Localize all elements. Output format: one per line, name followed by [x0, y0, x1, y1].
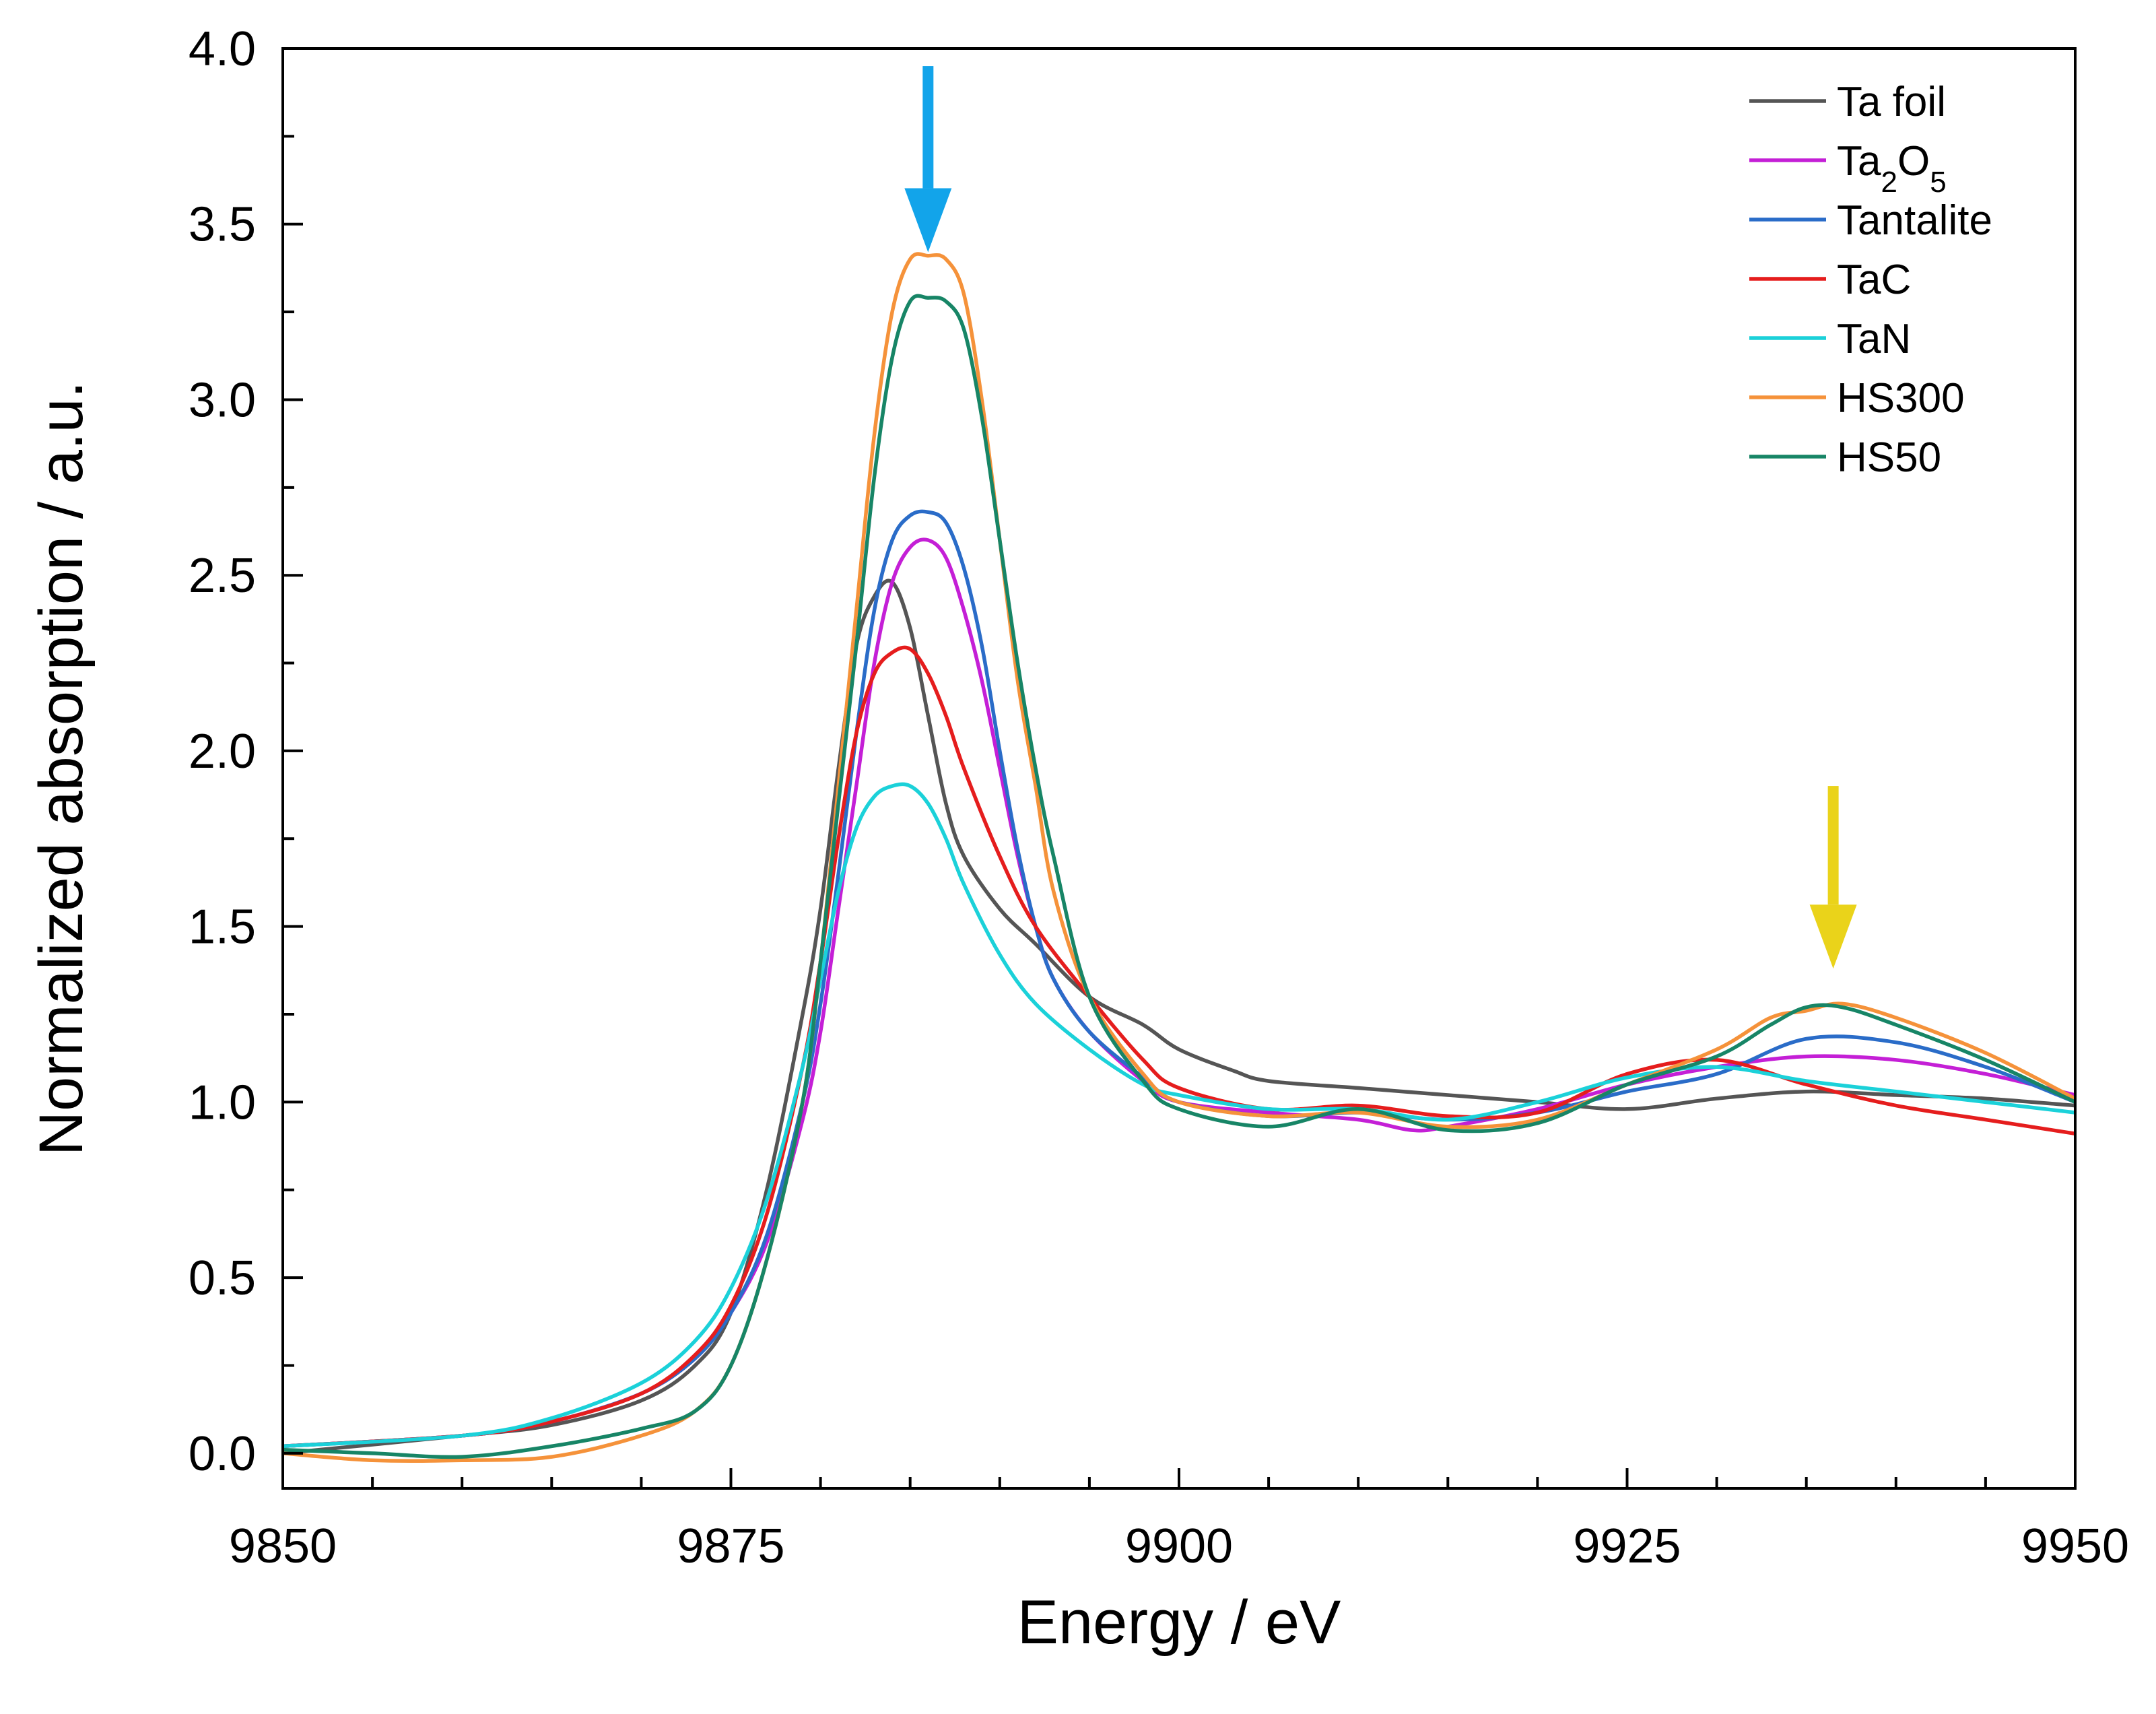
legend-label-ta2o5: Ta2O5: [1837, 138, 1947, 199]
series-line-tac: [283, 645, 2075, 1449]
legend-label-tantalite: Tantalite: [1837, 197, 1992, 244]
x-axis-title: Energy / eV: [1017, 1588, 1341, 1657]
y-tick-label: 0.0: [189, 1427, 256, 1481]
y-tick-label: 2.5: [189, 549, 256, 603]
y-tick-label: 3.5: [189, 198, 256, 252]
legend-label-hs300: HS300: [1837, 375, 1965, 422]
x-tick-label: 9900: [1125, 1519, 1233, 1573]
x-tick-label: 9850: [229, 1519, 337, 1573]
legend-label-tan: TaN: [1837, 316, 1911, 362]
annotation-arrow-head: [904, 188, 952, 253]
series-layer: [283, 252, 2075, 1463]
annotation-arrow-head: [1809, 904, 1857, 969]
annotation-layer: [904, 66, 1857, 969]
axes-layer: 9850 9875 9900 9925 9950 0.0 0.5 1.0 1.5 2.0 2.5 3.…: [189, 22, 2129, 1573]
annotation-arrow-shaft: [922, 66, 934, 189]
x-tick-label: 9950: [2021, 1519, 2129, 1573]
series-line-tan: [283, 782, 2075, 1449]
y-tick-label: 1.5: [189, 900, 256, 954]
legend-label-tac: TaC: [1837, 257, 1911, 303]
legend-label-ta-foil: Ta foil: [1837, 79, 1946, 125]
y-tick-label: 2.0: [189, 725, 256, 779]
y-tick-label: 1.0: [189, 1076, 256, 1129]
series-line-hs50: [283, 294, 2075, 1459]
legend-label-hs50: HS50: [1837, 434, 1941, 481]
y-tick-label: 3.0: [189, 373, 256, 427]
y-tick-label: 0.5: [189, 1251, 256, 1305]
y-tick-label: 4.0: [189, 22, 256, 76]
annotation-arrow-shaft: [1827, 786, 1839, 905]
y-axis-title: Normalized absorption / a.u.: [27, 381, 96, 1156]
x-tick-label: 9875: [677, 1519, 784, 1573]
x-tick-label: 9925: [1573, 1519, 1681, 1573]
